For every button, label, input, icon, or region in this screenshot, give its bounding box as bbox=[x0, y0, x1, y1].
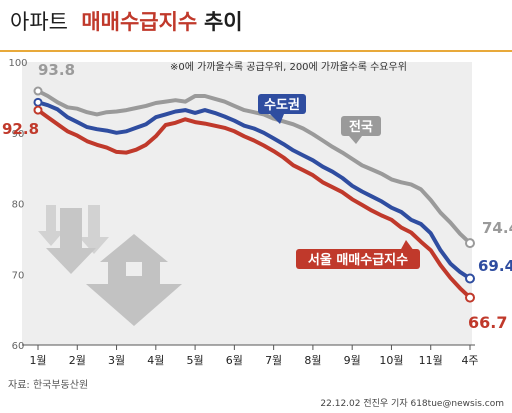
chart-note: ※0에 가까울수록 공급우위, 200에 가까울수록 수요우위 bbox=[170, 62, 407, 73]
page-title: 아파트 매매수급지수 추이 bbox=[10, 6, 243, 36]
x-tick-label: 4주 bbox=[461, 354, 478, 367]
falling-house-icon bbox=[86, 234, 182, 326]
0-box bbox=[258, 94, 306, 114]
0-pointer bbox=[349, 136, 362, 144]
series-line-2 bbox=[36, 108, 472, 300]
0-label: 서울 매매수급지수 bbox=[308, 252, 408, 268]
x-tick-label: 9월 bbox=[344, 354, 361, 367]
end-value-label: 69.4 bbox=[478, 257, 512, 275]
series-start-point bbox=[33, 86, 43, 96]
x-tick-label: 10월 bbox=[379, 354, 403, 367]
x-tick-label: 6월 bbox=[226, 354, 243, 367]
plot-background bbox=[22, 62, 472, 345]
x-tick-label: 11월 bbox=[419, 354, 443, 367]
x-tick-label: 8월 bbox=[304, 354, 321, 367]
end-value-label: 74.4 bbox=[482, 219, 512, 237]
x-tick-label: 2월 bbox=[69, 354, 86, 367]
title-divider bbox=[0, 50, 512, 52]
0-box bbox=[341, 116, 381, 136]
house-window-icon bbox=[126, 262, 142, 276]
y-tick-label: 100 bbox=[8, 58, 27, 69]
end-value-label: 66.7 bbox=[468, 313, 507, 332]
x-tick-label: 4월 bbox=[147, 354, 164, 367]
series-line-0 bbox=[36, 89, 472, 246]
y-tick-label: 80 bbox=[12, 200, 25, 211]
0-label: 전국 bbox=[349, 119, 373, 135]
small-arrow-icon bbox=[79, 205, 109, 254]
start-value-label: 93.8 bbox=[38, 61, 75, 79]
title-main: 매매수급지수 bbox=[81, 10, 198, 34]
source-text: 자료: 한국부동산원 bbox=[8, 380, 89, 391]
arrow-down-icon bbox=[46, 208, 96, 274]
x-tick-label: 3월 bbox=[108, 354, 125, 367]
0-pointer bbox=[270, 114, 284, 124]
series-line-1 bbox=[36, 100, 472, 281]
series-end-point bbox=[465, 273, 475, 284]
credit-text: 22.12.02 전진우 기자 618tue@newsis.com bbox=[320, 399, 504, 409]
small-arrow-icon bbox=[38, 205, 64, 246]
series-end-point bbox=[465, 292, 475, 303]
title-suffix: 추이 bbox=[203, 10, 243, 34]
series-start-point bbox=[33, 97, 43, 107]
x-tick-label: 5월 bbox=[187, 354, 204, 367]
x-tick-label: 1월 bbox=[29, 354, 46, 367]
y-tick-label: 70 bbox=[12, 270, 25, 281]
0-pointer bbox=[400, 240, 414, 251]
series-end-point bbox=[465, 238, 475, 249]
start-value-label: 92.8 bbox=[2, 120, 39, 138]
x-tick-label: 7월 bbox=[265, 354, 282, 367]
y-tick-label: 90 bbox=[12, 129, 25, 140]
0-label: 수도권 bbox=[264, 98, 300, 113]
0-box bbox=[296, 249, 420, 269]
title-prefix: 아파트 bbox=[10, 10, 68, 34]
y-tick-label: 60 bbox=[12, 341, 25, 352]
series-start-point bbox=[33, 105, 43, 115]
